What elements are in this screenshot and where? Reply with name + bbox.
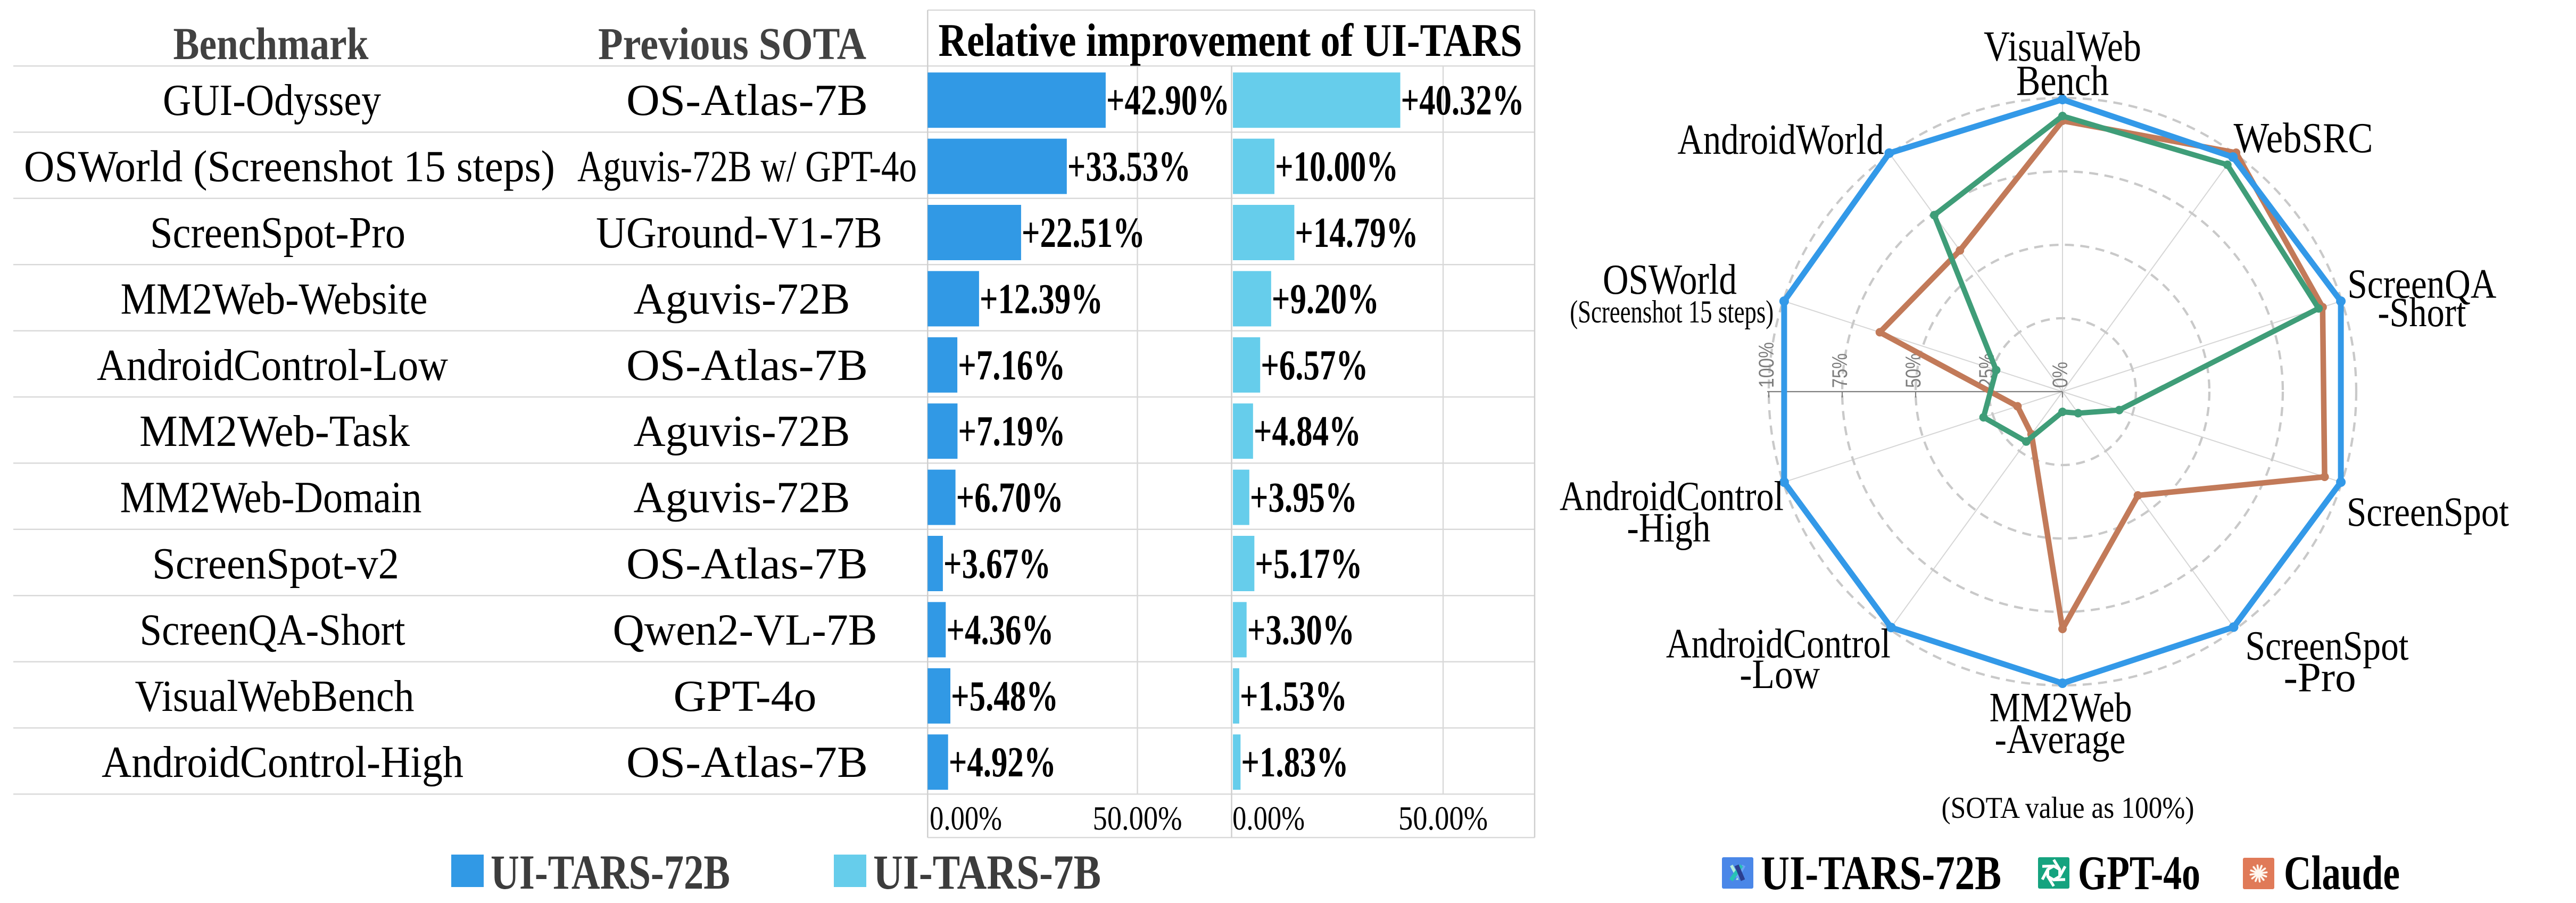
svg-text:OSWorld: OSWorld [1603, 255, 1737, 303]
svg-text:0.00%: 0.00% [930, 799, 1002, 837]
svg-text:+22.51%: +22.51% [1022, 210, 1145, 256]
svg-text:UI-TARS-7B: UI-TARS-7B [873, 845, 1101, 899]
svg-text:Qwen2-VL-7B: Qwen2-VL-7B [613, 605, 877, 655]
svg-text:50.00%: 50.00% [1398, 799, 1488, 837]
svg-text:+3.30%: +3.30% [1247, 607, 1355, 653]
svg-text:OS-Atlas-7B: OS-Atlas-7B [626, 341, 868, 390]
svg-text:VisualWeb: VisualWeb [1984, 22, 2141, 70]
svg-text:OS-Atlas-7B: OS-Atlas-7B [626, 539, 868, 589]
svg-text:Bench: Bench [2016, 56, 2109, 104]
svg-text:+4.92%: +4.92% [949, 739, 1056, 786]
svg-text:AndroidControl-High: AndroidControl-High [102, 738, 463, 787]
svg-text:ScreenSpot: ScreenSpot [2347, 488, 2509, 535]
svg-text:0.00%: 0.00% [1232, 799, 1305, 837]
svg-text:+7.19%: +7.19% [958, 408, 1065, 455]
svg-text:+5.48%: +5.48% [951, 673, 1058, 720]
svg-text:AndroidControl: AndroidControl [1666, 620, 1891, 666]
svg-text:-High: -High [1627, 504, 1710, 550]
svg-text:MM2Web-Domain: MM2Web-Domain [120, 473, 422, 523]
svg-text:Previous SOTA: Previous SOTA [598, 18, 866, 69]
svg-text:MM2Web-Website: MM2Web-Website [121, 274, 428, 324]
svg-text:ScreenSpot: ScreenSpot [2246, 623, 2409, 669]
svg-text:+10.00%: +10.00% [1275, 144, 1398, 190]
svg-text:ScreenSpot-v2: ScreenSpot-v2 [152, 539, 399, 589]
svg-text:+4.84%: +4.84% [1254, 408, 1361, 455]
svg-text:Aguvis-72B: Aguvis-72B [634, 407, 850, 456]
svg-text:UGround-V1-7B: UGround-V1-7B [596, 208, 882, 258]
svg-text:WebSRC: WebSRC [2234, 114, 2373, 162]
svg-text:Relative improvement of UI-TAR: Relative improvement of UI-TARS [939, 15, 1522, 67]
svg-text:AndroidWorld: AndroidWorld [1678, 115, 1884, 163]
svg-text:-Short: -Short [2378, 289, 2466, 335]
svg-text:MM2Web-Task: MM2Web-Task [139, 407, 410, 456]
svg-text:+4.36%: +4.36% [946, 607, 1054, 653]
svg-text:AndroidControl: AndroidControl [1560, 473, 1784, 519]
svg-text:+6.70%: +6.70% [956, 475, 1064, 521]
svg-text:OS-Atlas-7B: OS-Atlas-7B [626, 738, 868, 787]
svg-text:OS-Atlas-7B: OS-Atlas-7B [626, 76, 868, 125]
svg-text:GPT-4o: GPT-4o [2078, 846, 2200, 900]
svg-text:+14.79%: +14.79% [1295, 210, 1418, 256]
svg-text:VisualWebBench: VisualWebBench [135, 672, 415, 721]
svg-text:OSWorld (Screenshot 15 steps): OSWorld (Screenshot 15 steps) [24, 142, 555, 192]
svg-text:+9.20%: +9.20% [1272, 276, 1379, 322]
svg-text:(SOTA value as 100%): (SOTA value as 100%) [1942, 791, 2194, 825]
svg-text:+3.95%: +3.95% [1250, 475, 1357, 521]
svg-text:GUI-Odyssey: GUI-Odyssey [163, 76, 381, 125]
svg-text:+5.17%: +5.17% [1255, 541, 1362, 587]
svg-text:-Low: -Low [1740, 651, 1820, 697]
svg-text:-Pro: -Pro [2284, 654, 2356, 700]
svg-text:(Screenshot 15 steps): (Screenshot 15 steps) [1570, 294, 1774, 329]
svg-text:UI-TARS-72B: UI-TARS-72B [1761, 846, 2001, 900]
svg-text:AndroidControl-Low: AndroidControl-Low [97, 341, 448, 390]
svg-text:100%: 100% [1755, 342, 1778, 388]
svg-text:+6.57%: +6.57% [1261, 342, 1368, 389]
svg-text:50%: 50% [1902, 353, 1925, 388]
svg-text:+7.16%: +7.16% [958, 342, 1065, 389]
svg-text:ScreenQA-Short: ScreenQA-Short [140, 605, 405, 655]
svg-text:UI-TARS-72B: UI-TARS-72B [491, 845, 730, 899]
svg-text:Aguvis-72B: Aguvis-72B [634, 274, 850, 324]
svg-text:Aguvis-72B: Aguvis-72B [634, 473, 850, 523]
svg-text:+1.53%: +1.53% [1240, 673, 1347, 720]
svg-text:+42.90%: +42.90% [1106, 77, 1230, 124]
svg-text:ScreenSpot-Pro: ScreenSpot-Pro [150, 208, 405, 258]
svg-text:50.00%: 50.00% [1093, 799, 1182, 837]
svg-text:+40.32%: +40.32% [1401, 77, 1525, 124]
svg-text:MM2Web: MM2Web [1990, 684, 2132, 730]
svg-text:GPT-4o: GPT-4o [674, 672, 817, 721]
svg-text:-Average: -Average [1995, 716, 2126, 762]
svg-text:Benchmark: Benchmark [173, 18, 369, 69]
svg-text:Aguvis-72B w/ GPT-4o: Aguvis-72B w/ GPT-4o [577, 142, 917, 192]
svg-text:+1.83%: +1.83% [1241, 739, 1348, 786]
svg-text:75%: 75% [1828, 353, 1852, 388]
svg-text:ScreenQA: ScreenQA [2347, 260, 2496, 306]
svg-text:0%: 0% [2049, 362, 2072, 388]
svg-text:+3.67%: +3.67% [943, 541, 1051, 587]
svg-text:+12.39%: +12.39% [980, 276, 1103, 322]
svg-text:+33.53%: +33.53% [1067, 144, 1191, 190]
svg-text:Claude: Claude [2284, 846, 2400, 900]
